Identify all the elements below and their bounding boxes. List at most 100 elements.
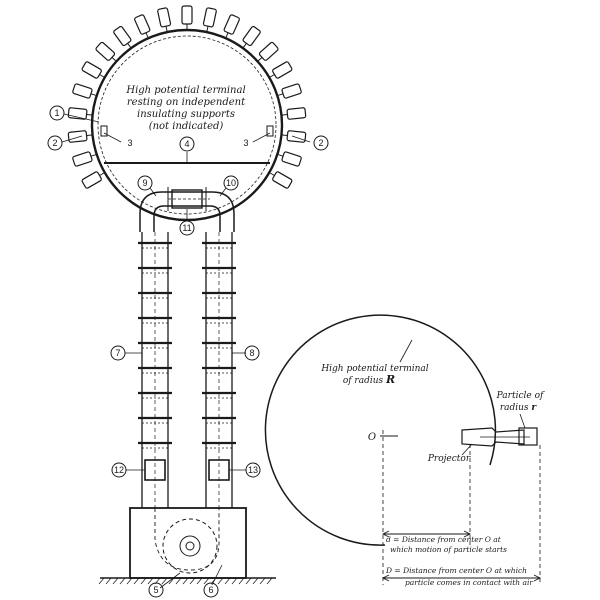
svg-text:10: 10 <box>226 178 236 188</box>
callout-5: 5 <box>148 582 164 598</box>
insulator <box>181 5 193 29</box>
svg-text:6: 6 <box>208 585 213 595</box>
insulator <box>134 14 151 38</box>
svg-text:1: 1 <box>54 108 59 118</box>
insulator <box>202 7 217 32</box>
center-label: O <box>368 432 376 443</box>
hatch-line <box>238 577 245 585</box>
top-bend-outer <box>139 191 235 232</box>
hatch-line <box>266 577 273 585</box>
callout-6: 6 <box>203 582 219 598</box>
terminal-caption-line-1: High potential terminal <box>125 85 245 96</box>
D-label-line-2: particle comes in contact with air <box>405 578 533 587</box>
hatch-line <box>245 577 252 585</box>
hatch-line <box>252 577 259 585</box>
leader-6 <box>211 564 223 586</box>
tube-electrode-rings <box>138 241 236 449</box>
insulator <box>81 171 105 189</box>
ground-hatching <box>98 577 273 585</box>
terminal-label-leader <box>399 339 413 363</box>
insulator <box>223 14 240 38</box>
svg-text:2: 2 <box>318 138 323 148</box>
insulator <box>282 107 307 120</box>
terminal-arc <box>264 314 497 546</box>
callout-3-right: 3 <box>243 138 248 148</box>
leader-5 <box>159 572 181 589</box>
leader-2-left <box>61 135 83 143</box>
terminal-label-line-2: of radius R <box>343 373 395 386</box>
D-label-line-1: D = Distance from center O at which <box>385 566 527 575</box>
callout-11: 11 <box>179 220 195 236</box>
callout-7: 7 <box>110 345 126 361</box>
insulator <box>113 25 132 48</box>
hatch-line <box>203 577 210 585</box>
callout-1: 1 <box>49 105 65 121</box>
hatch-line <box>196 577 203 585</box>
svg-text:2: 2 <box>52 138 57 148</box>
hatch-line <box>119 577 126 585</box>
pump-hub <box>185 541 195 551</box>
callout-2-left: 2 <box>47 135 63 151</box>
hatch-line <box>175 577 182 585</box>
svg-text:12: 12 <box>114 465 124 475</box>
hatch-line <box>105 577 112 585</box>
leader-2-right <box>291 135 311 143</box>
hatch-line <box>168 577 175 585</box>
callout-3-left: 3 <box>127 138 132 148</box>
right-accelerating-tube <box>205 232 233 508</box>
hatch-line <box>98 577 105 585</box>
projector-barrel <box>461 427 525 447</box>
particle-label-leader <box>519 413 526 429</box>
projector-label: Projector <box>427 454 471 464</box>
hatch-line <box>259 577 266 585</box>
insulator <box>81 61 105 79</box>
leader-10 <box>219 187 227 197</box>
svg-text:13: 13 <box>248 465 258 475</box>
hatch-line <box>112 577 119 585</box>
terminal-caption-line-3: insulating supports <box>137 109 235 120</box>
terminal-caption-line-4: (not indicated) <box>149 121 224 132</box>
d-label-line-2: which motion of particle starts <box>390 545 507 554</box>
particle-body <box>518 427 538 446</box>
terminal-caption: High potential terminal resting on indep… <box>125 85 246 132</box>
leader-9 <box>149 187 157 197</box>
hatch-line <box>161 577 168 585</box>
callout-10: 10 <box>223 175 239 191</box>
insulator <box>278 83 302 99</box>
insulator <box>269 171 293 189</box>
svg-text:5: 5 <box>153 585 158 595</box>
hatch-line <box>147 577 154 585</box>
hatch-line <box>133 577 140 585</box>
insulator <box>269 61 293 79</box>
callout-12: 12 <box>111 462 127 478</box>
callout-13: 13 <box>245 462 261 478</box>
insulator <box>242 25 261 48</box>
callout-2-right: 2 <box>313 135 329 151</box>
left-accelerating-tube <box>141 232 169 508</box>
d-dimension-arrows <box>381 530 472 538</box>
contact-right <box>266 125 274 137</box>
terminal-label-line-1: High potential terminal <box>320 364 428 374</box>
callout-8: 8 <box>244 345 260 361</box>
hatch-line <box>182 577 189 585</box>
pump-outer <box>162 518 218 574</box>
hatch-line <box>126 577 133 585</box>
pump-rotor <box>179 535 201 557</box>
hatch-line <box>189 577 196 585</box>
top-bend-inner <box>153 205 221 232</box>
terminal-sphere-inner <box>97 35 277 215</box>
top-coupling <box>171 189 203 209</box>
svg-text:4: 4 <box>184 139 189 149</box>
insulator <box>157 7 172 32</box>
insulator <box>67 130 92 143</box>
insulator <box>95 41 116 62</box>
particle-label-line-1: Particle of <box>496 391 545 401</box>
svg-text:7: 7 <box>115 348 120 358</box>
callout-4: 4 <box>179 136 195 152</box>
hatch-line <box>231 577 238 585</box>
insulator <box>72 83 96 99</box>
terminal-caption-line-2: resting on independent <box>127 97 246 108</box>
leader-1 <box>63 113 100 123</box>
hatch-line <box>217 577 224 585</box>
